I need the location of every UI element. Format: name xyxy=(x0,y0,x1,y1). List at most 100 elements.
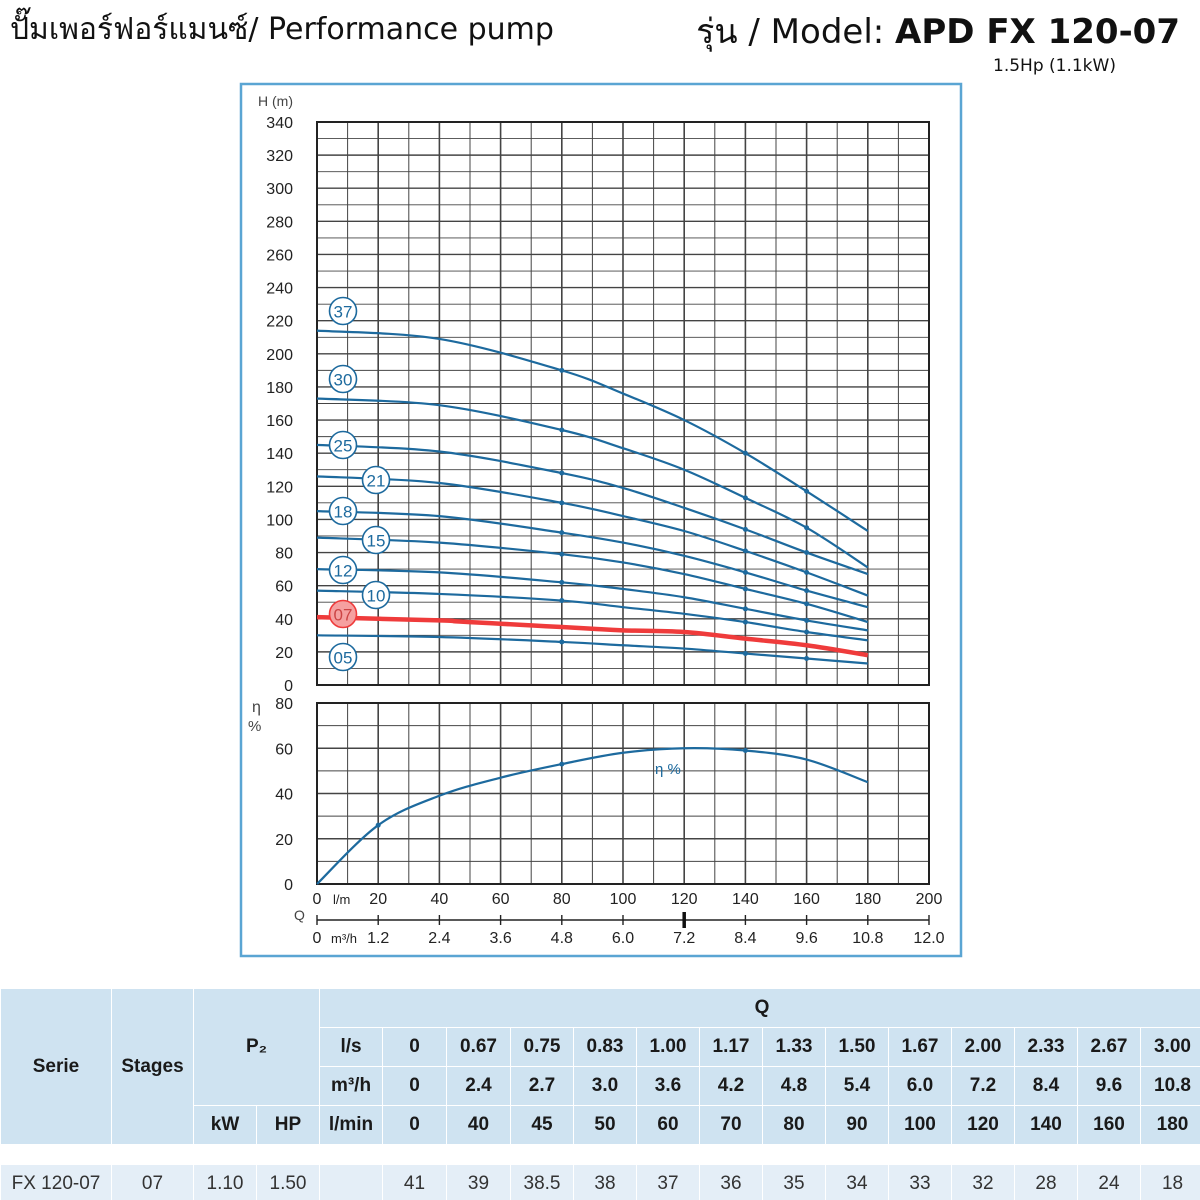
flow-m3h-tick-label: 3.6 xyxy=(489,930,511,947)
model-prefix: รุ่น / Model: xyxy=(696,12,896,52)
flow-m3h-tick-label: 12.0 xyxy=(913,930,944,947)
head-tick-label: 100 xyxy=(266,512,293,529)
head-value-cell-7: 34 xyxy=(825,1164,889,1200)
performance-table-body: Serie Stages P₂ Q l/s 0 0.67 0.75 0.83 1.00 1.… xyxy=(0,988,1200,1200)
efficiency-line xyxy=(316,747,869,885)
head-tick-label: 60 xyxy=(275,579,293,596)
lmin-cell-5: 70 xyxy=(699,1105,763,1145)
model-name: APD FX 120-07 xyxy=(895,12,1180,52)
head-curve-marker xyxy=(804,550,810,556)
m3h-cell-2: 2.7 xyxy=(510,1066,574,1106)
efficiency-series-label: η % xyxy=(655,761,681,778)
lmin-cell-12: 180 xyxy=(1139,1105,1200,1145)
efficiency-chart-area xyxy=(316,702,930,885)
head-chart-area xyxy=(316,121,930,686)
head-tick-label: 280 xyxy=(266,214,293,231)
head-value-cell-4: 37 xyxy=(636,1164,700,1200)
head-curve-30 xyxy=(316,397,869,569)
m3h-cell-12: 10.8 xyxy=(1139,1066,1200,1106)
head-value-cell-11: 24 xyxy=(1077,1164,1141,1200)
head-curve-25 xyxy=(316,443,869,576)
m3h-cell-0: 0 xyxy=(382,1066,447,1106)
lmin-cell-9: 120 xyxy=(951,1105,1015,1145)
head-axis-ticks: 0 20 40 60 80 100 120 140 160 180 200 220 240 260 280 3… xyxy=(266,115,293,695)
efficiency-marker xyxy=(375,822,381,828)
head-curve-21 xyxy=(316,475,869,597)
head-curve-marker xyxy=(804,569,810,575)
stage-labels: 37 30 25 21 18 15 12 10 07 05 xyxy=(328,296,391,672)
p2-header: P₂ xyxy=(193,988,320,1106)
flow-m3h-tick-label: 6.0 xyxy=(612,930,634,947)
row-hp: 1.50 xyxy=(256,1164,320,1200)
flow-lpm-tick-label: 100 xyxy=(610,891,637,908)
performance-table: Serie Stages P₂ Q l/s 0 0.67 0.75 0.83 1.00 1.… xyxy=(0,988,1200,1200)
head-curve-marker xyxy=(742,548,748,554)
head-curve-marker xyxy=(742,450,748,456)
model-label: รุ่น / Model: APD FX 120-07 xyxy=(696,4,1180,58)
head-tick-label: 220 xyxy=(266,314,293,331)
head-curve-marker xyxy=(559,367,565,373)
head-tick-label: 140 xyxy=(266,446,293,463)
head-value-cell-9: 32 xyxy=(951,1164,1015,1200)
power-rating: 1.5Hp (1.1kW) xyxy=(993,56,1116,76)
hp-header: HP xyxy=(256,1105,320,1145)
page-title: ปั๊มเพอร์ฟอร์แมนซ์/ Performance pump xyxy=(10,12,554,47)
head-curve-marker xyxy=(559,579,565,585)
flow-lpm-tick-label: 120 xyxy=(671,891,698,908)
head-curve-marker xyxy=(742,586,748,592)
ls-cell-5: 1.17 xyxy=(699,1027,763,1067)
stage-badge-18 xyxy=(328,496,358,526)
flow-lpm-tick-label: 160 xyxy=(793,891,820,908)
lmin-cell-3: 50 xyxy=(573,1105,637,1145)
head-value-cell-8: 33 xyxy=(888,1164,952,1200)
row-stages: 07 xyxy=(111,1164,194,1200)
head-tick-label: 260 xyxy=(266,247,293,264)
efficiency-axis-ticks: 0 20 40 60 80 xyxy=(275,696,293,894)
stage-label-37: 37 xyxy=(334,303,353,322)
efficiency-tick-label: 0 xyxy=(284,877,293,894)
ls-cell-3: 0.83 xyxy=(573,1027,637,1067)
m3h-cell-6: 4.8 xyxy=(762,1066,826,1106)
head-curve-marker xyxy=(559,530,565,536)
flow-m3h-tick-label: 0 xyxy=(313,930,322,947)
ls-cell-11: 2.67 xyxy=(1077,1027,1141,1067)
flow-m3h-tick-label: 9.6 xyxy=(795,930,817,947)
stage-label-12: 12 xyxy=(334,562,353,581)
ls-cell-1: 0.67 xyxy=(446,1027,511,1067)
m3h-cell-9: 7.2 xyxy=(951,1066,1015,1106)
head-curve-marker xyxy=(742,651,748,657)
lmin-cell-6: 80 xyxy=(762,1105,826,1145)
ls-cell-12: 3.00 xyxy=(1139,1027,1200,1067)
head-value-cell-12: 18 xyxy=(1139,1164,1200,1200)
flow-m3h-tick-label: 10.8 xyxy=(852,930,883,947)
head-chart-grid xyxy=(316,121,930,686)
pump-performance-chart: 0204060801001201401601802002202402602803… xyxy=(239,82,963,958)
flow-axis-label: Q xyxy=(294,907,305,923)
flow-axis-ticks: 0 0 20 1.2 40 2.4 60 3.6 80 4.8 100 6.0 120 7.2 140 8.4… xyxy=(313,891,945,947)
head-value-cell-0: 41 xyxy=(382,1164,447,1200)
head-tick-label: 240 xyxy=(266,281,293,298)
head-curve-marker xyxy=(742,569,748,575)
head-axis-label: H (m) xyxy=(258,93,293,109)
efficiency-axis-label-percent: % xyxy=(248,718,261,735)
head-tick-label: 40 xyxy=(275,612,293,629)
head-tick-label: 340 xyxy=(266,115,293,132)
head-curve-marker xyxy=(804,488,810,494)
ls-cell-4: 1.00 xyxy=(636,1027,700,1067)
head-curve-12 xyxy=(316,567,868,632)
head-curve-marker xyxy=(804,588,810,594)
flow-lpm-tick-label: 80 xyxy=(553,891,571,908)
flow-m3h-unit: m³/h xyxy=(331,931,357,946)
stage-badge-12 xyxy=(328,555,358,585)
head-curve-marker xyxy=(559,639,565,645)
m3h-cell-7: 5.4 xyxy=(825,1066,889,1106)
head-curve-marker xyxy=(742,526,748,532)
head-curve-marker xyxy=(804,629,810,635)
flow-lpm-tick-label: 180 xyxy=(854,891,881,908)
head-tick-label: 20 xyxy=(275,645,293,662)
flow-lpm-tick-label: 140 xyxy=(732,891,759,908)
head-tick-label: 320 xyxy=(266,148,293,165)
head-curve-10 xyxy=(316,589,868,642)
head-curve-marker xyxy=(559,427,565,433)
head-curve-marker xyxy=(804,601,810,607)
